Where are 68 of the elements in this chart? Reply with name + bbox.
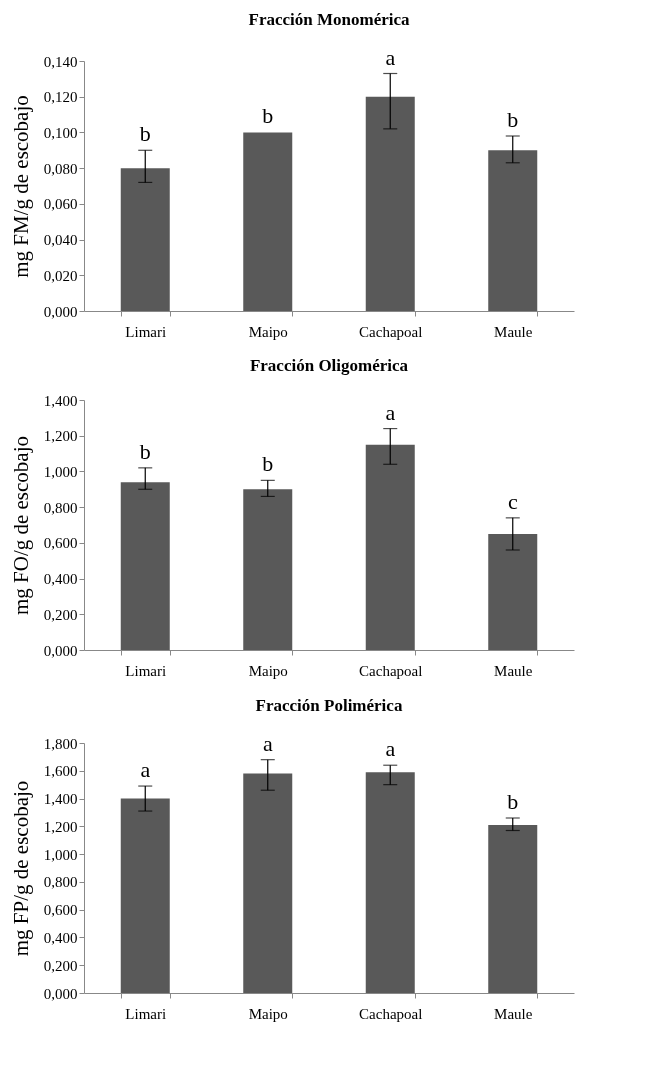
annotation: b [507, 789, 519, 814]
bar [488, 824, 538, 993]
bar [488, 533, 538, 650]
y-tick-label: 0,140 [43, 53, 78, 70]
bar [120, 798, 170, 993]
y-tick-label: 0,000 [43, 642, 78, 659]
y-tick-label: 0,600 [43, 535, 78, 552]
bar [243, 489, 293, 650]
y-tick-label: 0,200 [43, 957, 78, 974]
y-tick-label: 0,600 [43, 902, 78, 919]
x-tick-label: Cachapoal [359, 662, 423, 679]
y-tick-label: 0,800 [43, 874, 78, 891]
y-tick-label: 1,000 [43, 846, 78, 863]
bar [365, 772, 415, 993]
y-axis-title: mg FM/g de escobajo [8, 95, 33, 278]
bar [365, 96, 415, 311]
y-tick-label: 0,120 [43, 89, 78, 106]
annotation: b [262, 103, 274, 129]
x-tick-label: Maule [494, 662, 533, 679]
annotation: c [507, 488, 518, 514]
x-tick-label: Limari [125, 662, 167, 679]
y-tick-label: 1,800 [43, 735, 78, 752]
y-tick-label: 0,200 [43, 606, 78, 623]
bar [120, 482, 170, 650]
y-tick-label: 0,400 [43, 571, 78, 588]
bar [488, 150, 538, 311]
y-axis-title: mg FP/g de escobajo [8, 780, 33, 957]
bar [243, 773, 293, 993]
x-tick-label: Maule [494, 323, 533, 340]
y-axis-title: mg FO/g de escobajo [8, 435, 33, 616]
annotation: b [139, 121, 151, 147]
annotation: b [262, 451, 274, 477]
annotation: b [139, 438, 151, 464]
y-tick-label: 0,000 [43, 985, 78, 1002]
annotation: a [385, 399, 396, 425]
y-tick-label: 0,800 [43, 499, 78, 516]
x-tick-label: Maipo [248, 1005, 288, 1022]
x-tick-label: Cachapoal [359, 1005, 423, 1022]
annotation: a [140, 757, 151, 783]
y-tick-label: 0,000 [43, 303, 78, 320]
x-tick-label: Limari [125, 323, 167, 340]
y-tick-label: 1,400 [43, 392, 78, 409]
bar [120, 168, 170, 311]
x-tick-label: Maipo [248, 662, 288, 679]
y-tick-label: 1,200 [43, 428, 78, 445]
annotation: a [262, 730, 273, 756]
annotation: a [385, 736, 396, 762]
y-tick-label: 1,000 [43, 463, 78, 480]
y-tick-label: 0,060 [43, 196, 78, 213]
y-tick-label: 0,400 [43, 929, 78, 946]
chart-title: Fracción Oligomérica [249, 356, 409, 375]
annotation: b [507, 107, 519, 132]
bar [243, 132, 293, 311]
y-tick-label: 0,040 [43, 232, 78, 249]
y-tick-label: 0,020 [43, 267, 78, 284]
bar [365, 444, 415, 650]
y-tick-label: 1,600 [43, 763, 78, 780]
x-tick-label: Limari [125, 1005, 167, 1022]
y-tick-label: 1,200 [43, 818, 78, 835]
y-tick-label: 0,100 [43, 124, 78, 141]
x-tick-label: Cachapoal [359, 323, 423, 340]
y-tick-label: 0,080 [43, 160, 78, 177]
y-tick-label: 1,400 [43, 791, 78, 808]
chart-title: Fracción Monomérica [248, 9, 410, 29]
x-tick-label: Maule [494, 1005, 533, 1022]
annotation: a [385, 44, 396, 70]
x-tick-label: Maipo [248, 323, 288, 340]
chart-title: Fracción Polimérica [255, 695, 403, 715]
